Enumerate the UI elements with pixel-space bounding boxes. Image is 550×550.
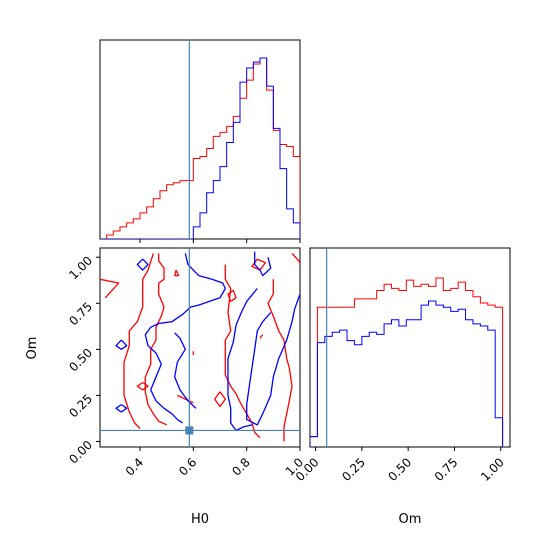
om-histogram-x-ticks: 0.00 0.25 0.50 0.75 1.00 bbox=[293, 447, 507, 484]
om-y-tick-label-1: 0.25 bbox=[66, 392, 95, 421]
contour-line-6 bbox=[214, 391, 226, 408]
om-histogram-series-1 bbox=[310, 300, 504, 447]
contour-line-9 bbox=[224, 264, 261, 439]
om-x-tick-label-3: 0.75 bbox=[432, 455, 461, 484]
contour-line-20 bbox=[115, 404, 128, 413]
om-y-axis-ticks: 0.00 0.25 0.50 0.75 1.00 bbox=[66, 253, 100, 466]
contour-line-12 bbox=[259, 334, 264, 339]
om-y-tick-label-2: 0.50 bbox=[66, 346, 95, 375]
contour-line-2 bbox=[144, 253, 167, 426]
contour-line-16 bbox=[254, 251, 272, 277]
h0-om-contour-panel: 0.4 0.6 0.8 1.0 0.000.250.500.751.00 H0 Om bbox=[25, 247, 306, 527]
contour-line-4 bbox=[174, 269, 180, 277]
h0-x-tick-label-1: 0.6 bbox=[176, 455, 199, 478]
h0-histogram-series-1 bbox=[100, 57, 300, 239]
h0-histogram-series-0 bbox=[100, 57, 300, 239]
x-axis-label-h0: H0 bbox=[191, 512, 209, 527]
contour-line-3 bbox=[177, 394, 194, 404]
om-x-tick-label-1: 0.25 bbox=[339, 455, 368, 484]
om-histogram-series-0 bbox=[310, 277, 504, 447]
contour-frame bbox=[99, 247, 301, 448]
x-axis-label-om: Om bbox=[399, 512, 422, 527]
h0-histogram-x-ticks bbox=[139, 239, 301, 243]
contour-plot bbox=[100, 248, 300, 447]
contour-line-7 bbox=[227, 289, 237, 302]
contour-line-5 bbox=[136, 381, 149, 391]
om-x-tick-label-2: 0.50 bbox=[385, 455, 414, 484]
h0-x-axis-ticks: 0.4 0.6 0.8 1.0 bbox=[123, 447, 306, 479]
y-axis-label-om: Om bbox=[25, 337, 40, 360]
h0-x-tick-label-2: 0.8 bbox=[229, 455, 252, 478]
contour-line-10 bbox=[267, 279, 293, 442]
contour-line-21 bbox=[136, 258, 149, 271]
contour-line-18 bbox=[246, 293, 300, 426]
om-histogram-plot bbox=[310, 248, 504, 447]
contour-line-19 bbox=[115, 339, 128, 350]
contour-line-14 bbox=[144, 253, 226, 424]
contour-line-15 bbox=[174, 332, 197, 409]
truth-marker bbox=[185, 426, 194, 435]
h0-histogram-panel bbox=[99, 39, 301, 243]
contour-line-1 bbox=[123, 253, 154, 430]
contour-line-11 bbox=[291, 253, 300, 264]
om-y-tick-label-0: 0.00 bbox=[66, 438, 95, 467]
h0-histogram-plot bbox=[100, 40, 300, 239]
h0-histogram-frame bbox=[99, 39, 301, 240]
om-x-tick-label-4: 1.00 bbox=[478, 455, 507, 484]
h0-x-tick-label-0: 0.4 bbox=[123, 455, 146, 478]
om-y-tick-label-4: 1.00 bbox=[66, 253, 95, 282]
contour-line-0 bbox=[100, 278, 120, 299]
om-histogram-panel: 0.00 0.25 0.50 0.75 1.00 Om bbox=[293, 247, 511, 527]
om-y-tick-label-3: 0.75 bbox=[66, 299, 95, 328]
om-histogram-frame bbox=[309, 247, 511, 448]
